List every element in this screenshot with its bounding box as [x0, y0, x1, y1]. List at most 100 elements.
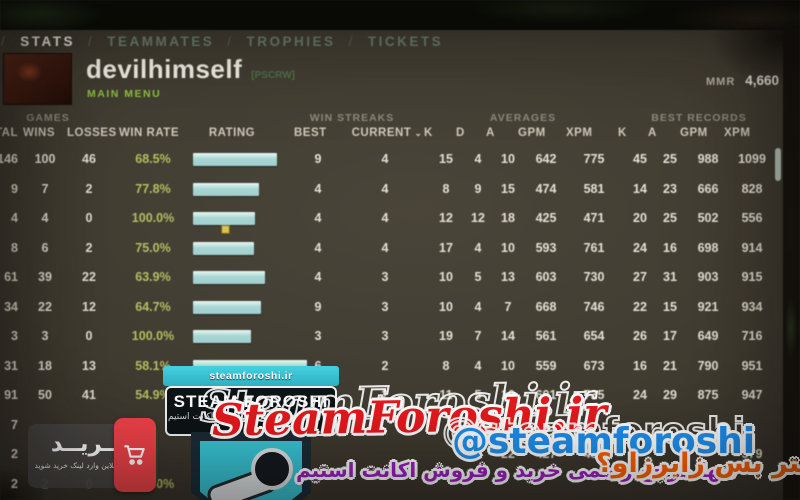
profile-nav: / STATS / TEAMMATES / TROPHIES / TICKETS: [1, 34, 443, 49]
chevron-down-icon: ⌄: [414, 128, 423, 138]
cell-win_rate: 63.9%: [135, 270, 171, 284]
cell-bxpm: 915: [741, 270, 763, 284]
cell-gpm: 642: [535, 152, 557, 166]
cell-best: 4: [314, 240, 322, 255]
cell-xpm: 730: [583, 270, 605, 284]
tab-teammates[interactable]: TEAMMATES: [107, 34, 215, 49]
mmr-value: 4,660: [745, 73, 780, 88]
cell-bk: 22: [633, 299, 647, 314]
cell-ba: 23: [663, 181, 677, 196]
cell-current: 3: [381, 270, 389, 284]
cell-total: 61: [4, 270, 18, 284]
group-header-best-records: BEST RECORDS: [651, 112, 747, 124]
cell-ba: 29: [663, 388, 677, 402]
cell-bgpm: 875: [697, 388, 719, 402]
cell-xpm: 654: [583, 329, 605, 343]
cell-d: 7: [474, 329, 482, 343]
cell-wins: 6: [41, 240, 49, 255]
photo-shadow-topright: [680, 28, 800, 118]
cell-bk: 45: [633, 152, 647, 166]
cell-bk: 14: [633, 181, 647, 196]
cell-k: 10: [439, 270, 453, 284]
shopping-cart-icon: [124, 445, 145, 465]
nav-separator: /: [348, 34, 355, 49]
cell-current: 3: [381, 329, 389, 343]
cell-ba: 25: [663, 152, 677, 166]
tab-trophies[interactable]: TROPHIES: [246, 34, 336, 49]
cell-wins: 22: [38, 299, 52, 314]
cell-losses: 0: [85, 329, 93, 343]
cell-bxpm: 914: [741, 240, 763, 255]
cell-total: 4: [11, 211, 18, 225]
cell-a: 15: [501, 181, 515, 196]
cell-ba: 31: [663, 270, 677, 284]
table-row: 146 100 46 68.5% 9 4 15 4 10 642 775 45 25 988 1099: [0, 145, 800, 174]
cart-pill: [114, 418, 156, 492]
watermark-persian-orange: ۷۰ نتر بس زایرزاو؟: [596, 448, 800, 479]
cell-a: 13: [501, 270, 515, 284]
cell-xpm: 486: [583, 447, 605, 461]
shield-title: STEAM FOROSHI: [173, 392, 329, 411]
col-header-best-kills: K: [618, 127, 627, 139]
cell-win_rate: 68.5%: [135, 152, 171, 166]
shield-ribbon: steamforoshi.ir: [163, 366, 339, 386]
cell-gpm: 559: [535, 358, 557, 373]
cell-best: 3: [314, 329, 322, 343]
col-header-wins: WINS: [23, 127, 56, 139]
cell-bgpm: 988: [697, 152, 719, 166]
col-header-rating: RATING: [208, 127, 256, 139]
group-header-averages: AVERAGES: [489, 112, 557, 124]
cell-bgpm: 502: [697, 211, 719, 225]
col-header-best-xpm: XPM: [724, 127, 751, 139]
cell-k: 17: [439, 240, 453, 255]
tab-tickets[interactable]: TICKETS: [367, 34, 444, 49]
cell-total: 3: [11, 329, 18, 343]
cell-bxpm: 556: [741, 211, 763, 225]
cell-d: 9: [474, 181, 482, 196]
table-row: 9 7 2 77.8% 4 4 8 9 15 474 581 14 23 666 828: [0, 175, 800, 204]
main-menu-link[interactable]: MAIN MENU: [87, 88, 162, 100]
cell-xpm: 581: [583, 181, 605, 196]
cell-losses: 2: [85, 181, 93, 196]
group-header-win-streaks: WIN STREAKS: [309, 112, 395, 124]
table-row: 61 39 22 63.9% 4 3 10 5 13 603 730 27 31 903 915: [0, 263, 800, 292]
col-header-current-sort[interactable]: CURRENT ⌄: [351, 127, 423, 139]
watermark-handle-ghost: @steamforoshi: [441, 410, 746, 453]
cell-total: 91: [4, 388, 18, 402]
cell-xpm: 775: [583, 152, 605, 166]
cell-xpm: 735: [583, 388, 605, 402]
col-header-best: BEST: [294, 127, 327, 139]
cell-bgpm: 903: [697, 270, 719, 284]
cursor-dot: [221, 225, 230, 234]
cell-k: 8: [442, 181, 450, 196]
cell-total: 8: [11, 240, 18, 255]
cell-ba: 17: [663, 329, 677, 343]
mmr-label: MMR: [706, 76, 736, 88]
cell-bk: 27: [633, 270, 647, 284]
cell-losses: 46: [82, 152, 96, 166]
cell-k: 15: [439, 152, 453, 166]
tab-stats[interactable]: STATS: [20, 34, 76, 49]
cell-gpm: 603: [535, 270, 557, 284]
scrollbar-thumb[interactable]: [775, 148, 781, 181]
cell-wins: 100: [34, 152, 56, 166]
cell-d: 4: [474, 358, 482, 373]
cell-xpm: 746: [583, 299, 605, 314]
cell-bxpm: 579: [741, 447, 763, 461]
cell-current: 2: [381, 388, 389, 402]
cell-k: 19: [439, 329, 453, 343]
watermark-persian-purple: تنها مرجع رسمی خرید و فروش اکانت استیم: [296, 458, 736, 482]
col-header-best-gpm: GPM: [680, 127, 708, 139]
photo-right-edge: [783, 28, 800, 500]
cell-losses: 22: [82, 270, 96, 284]
cell-wins: 39: [38, 270, 52, 284]
cell-ba: 25: [663, 211, 677, 225]
cell-k: 8: [442, 358, 450, 373]
cell-total: 34: [4, 299, 18, 314]
cell-gpm: 561: [535, 329, 557, 343]
cell-a: 22: [501, 447, 515, 461]
cell-k: 11: [439, 388, 453, 402]
cell-current: 4: [381, 211, 389, 225]
cell-ba: 21: [663, 358, 677, 373]
